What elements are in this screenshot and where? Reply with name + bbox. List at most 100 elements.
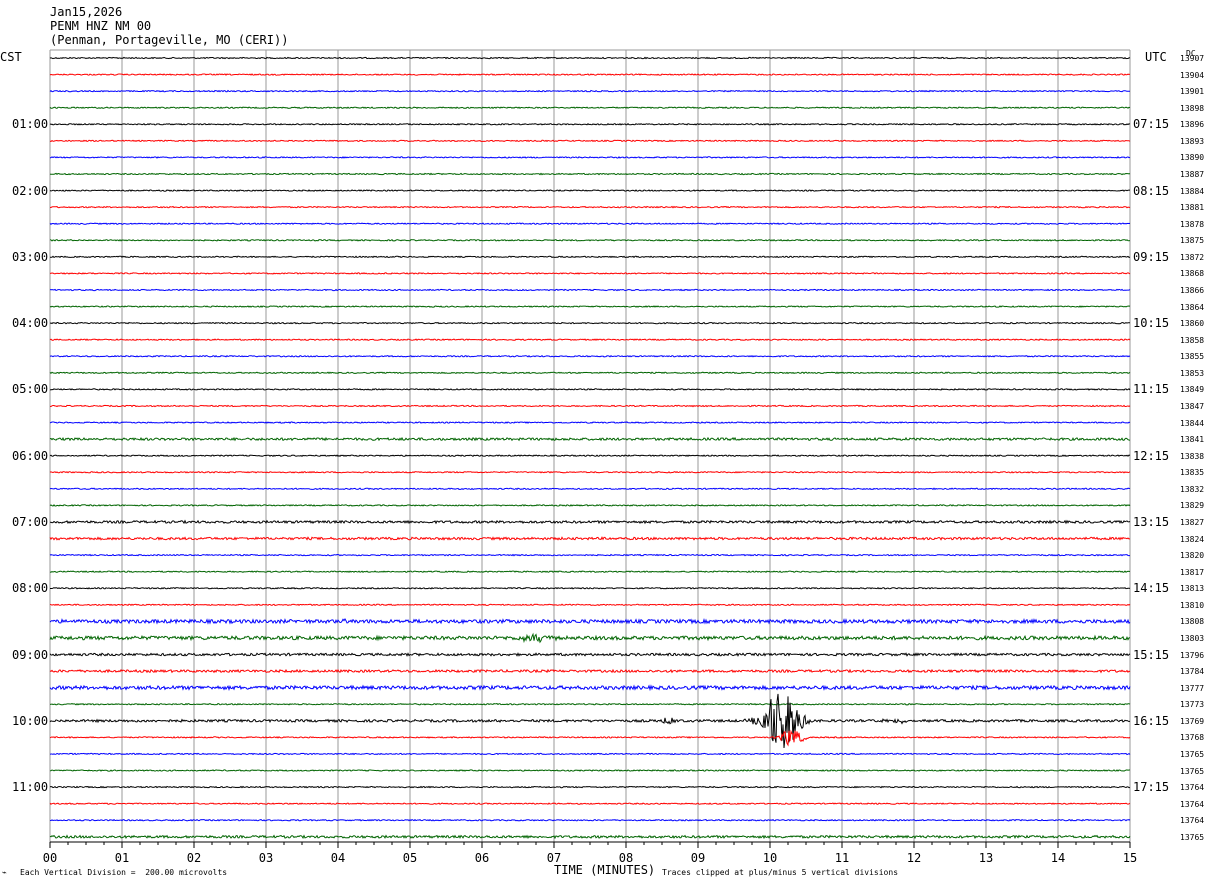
dc-offset-label: 13860 <box>1180 319 1205 329</box>
dc-offset-label: 13813 <box>1180 584 1205 594</box>
trace-row <box>49 487 1131 491</box>
trace-row <box>49 238 1131 242</box>
x-tick-label: 07 <box>547 851 561 865</box>
utc-hour-label: 17:15 <box>1133 780 1170 795</box>
trace-row <box>49 785 1130 789</box>
dc-offset-label: 13835 <box>1180 468 1205 478</box>
x-tick-label: 09 <box>691 851 705 865</box>
grid-lines <box>49 49 1131 842</box>
trace-row <box>49 693 1131 749</box>
trace-row <box>49 56 1131 60</box>
dc-offset-label: 13764 <box>1180 816 1205 826</box>
trace-row <box>49 802 1131 805</box>
x-tick-label: 00 <box>43 851 57 865</box>
dc-offset-label: 13866 <box>1180 285 1205 295</box>
location-label: (Penman, Portageville, MO (CERI)) <box>50 33 289 47</box>
dc-offset-label: 13824 <box>1180 534 1205 544</box>
trace-row <box>49 618 1131 625</box>
dc-offset-label: 13901 <box>1180 87 1205 97</box>
dc-offset-label: 13904 <box>1180 70 1205 80</box>
trace-row <box>49 668 1131 674</box>
trace-row <box>49 470 1131 474</box>
trace-row <box>49 818 1131 822</box>
cst-hour-label: 03:00 <box>12 249 49 264</box>
dc-header: DC <box>1186 49 1196 58</box>
trace-row <box>49 172 1131 176</box>
trace-row <box>49 272 1131 275</box>
cst-hour-label: 10:00 <box>12 713 49 728</box>
trace-row <box>49 752 1131 756</box>
dc-offset-label: 13764 <box>1180 799 1205 809</box>
dc-offset-label: 13777 <box>1180 683 1205 693</box>
trace-row <box>49 288 1131 292</box>
utc-hour-label: 16:15 <box>1133 713 1170 728</box>
cst-hour-label: 07:00 <box>12 514 49 529</box>
trace-row <box>49 652 1131 657</box>
trace-row <box>49 205 1131 209</box>
trace-row <box>49 305 1131 308</box>
x-tick-label: 08 <box>619 851 633 865</box>
dc-offset-label: 13872 <box>1180 252 1205 262</box>
dc-offset-label: 13827 <box>1180 517 1205 527</box>
dc-offset-label: 13881 <box>1180 203 1205 213</box>
dc-offset-label: 13890 <box>1180 153 1205 163</box>
utc-hour-label: 14:15 <box>1133 581 1170 596</box>
dc-offset-label: 13817 <box>1180 567 1205 577</box>
dc-offset-label: 13878 <box>1180 219 1205 229</box>
trace-row <box>49 321 1131 325</box>
x-axis-title: TIME (MINUTES) <box>554 863 656 877</box>
dc-offset-label: 13896 <box>1180 120 1205 130</box>
dc-offset-label: 13868 <box>1180 269 1205 279</box>
trace-row <box>50 586 1131 590</box>
utc-hour-label: 09:15 <box>1133 249 1170 264</box>
dc-offset-label: 13832 <box>1180 484 1205 494</box>
scale-note: Each Vertical Division = 200.00 microvol… <box>20 868 228 877</box>
dc-offset-label: 13847 <box>1180 401 1205 411</box>
x-tick-label: 10 <box>763 851 777 865</box>
trace-row <box>49 702 1131 706</box>
trace-row <box>49 222 1131 226</box>
cst-hour-label: 04:00 <box>12 316 49 331</box>
dc-offset-label: 13784 <box>1180 667 1205 677</box>
trace-row <box>49 536 1131 541</box>
trace-row <box>49 338 1131 342</box>
cst-hour-label: 08:00 <box>12 581 49 596</box>
dc-offset-label: 13838 <box>1180 451 1205 461</box>
dc-offset-label: 13875 <box>1180 236 1205 246</box>
dc-offset-label: 13858 <box>1180 335 1205 345</box>
trace-row <box>49 519 1131 525</box>
utc-hour-label: 08:15 <box>1133 183 1170 198</box>
x-tick-label: 11 <box>835 851 849 865</box>
scale-icon: ⌁ <box>2 868 7 877</box>
dc-offset-label: 13864 <box>1180 302 1205 312</box>
trace-row <box>49 156 1131 159</box>
cst-hour-label: 11:00 <box>12 780 49 795</box>
utc-hour-label: 10:15 <box>1133 316 1170 331</box>
dc-offset-label: 13769 <box>1180 716 1205 726</box>
trace-row <box>49 504 1131 507</box>
dc-offset-label: 13855 <box>1180 352 1205 362</box>
x-tick-label: 01 <box>115 851 129 865</box>
dc-offset-label: 13768 <box>1180 733 1205 743</box>
dc-offset-label: 13820 <box>1180 551 1205 561</box>
trace-row <box>49 255 1131 259</box>
trace-row <box>49 371 1131 375</box>
cst-hour-label: 02:00 <box>12 183 49 198</box>
dc-offset-label: 13764 <box>1180 783 1205 793</box>
x-tick-label: 03 <box>259 851 273 865</box>
dc-offset-label: 13765 <box>1180 766 1205 776</box>
x-tick-label: 15 <box>1123 851 1137 865</box>
dc-offset-label: 13796 <box>1180 650 1205 660</box>
dc-offset-label: 13907 <box>1180 54 1205 63</box>
trace-row <box>49 139 1131 143</box>
utc-label: UTC <box>1145 50 1167 64</box>
utc-hour-label: 13:15 <box>1133 514 1170 529</box>
trace-row <box>49 122 1131 126</box>
cst-hour-label: 09:00 <box>12 647 49 662</box>
dc-offset-label: 13893 <box>1180 136 1205 146</box>
trace-row <box>49 684 1131 692</box>
x-tick-label: 13 <box>979 851 993 865</box>
x-tick-label: 06 <box>475 851 489 865</box>
dc-offset-label: 13810 <box>1180 600 1205 610</box>
